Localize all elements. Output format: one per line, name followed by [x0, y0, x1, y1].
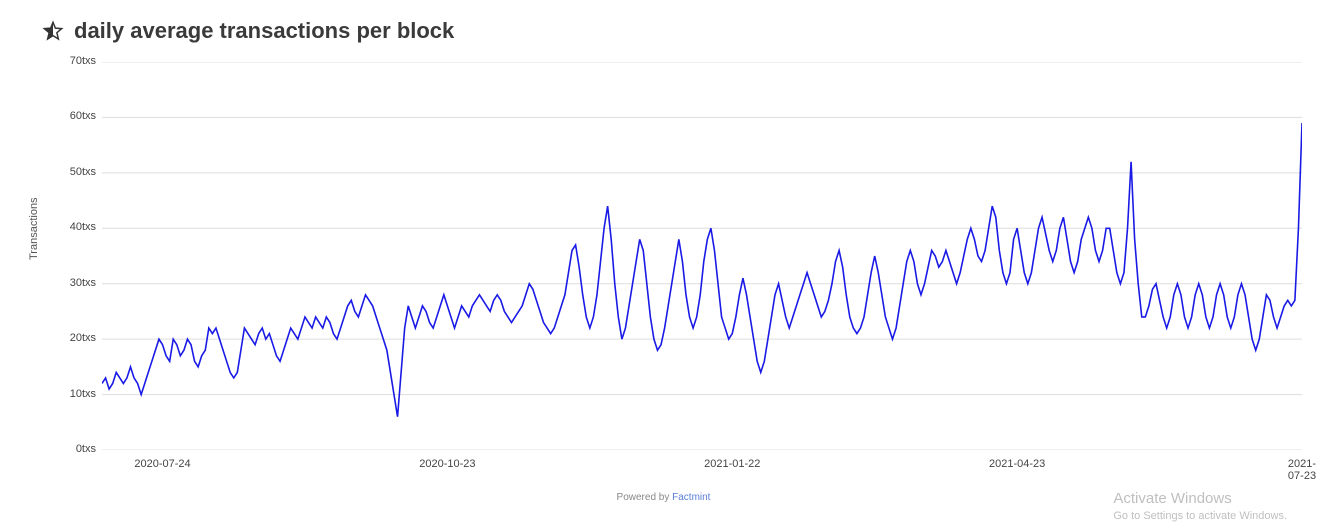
chart-card: daily average transactions per block Tra…: [0, 0, 1327, 531]
star-icon[interactable]: [42, 20, 64, 42]
y-tick-label: 30txs: [62, 277, 96, 289]
attribution-prefix: Powered by: [617, 492, 673, 503]
x-tick-label: 2020-10-23: [419, 458, 475, 470]
watermark-line2: Go to Settings to activate Windows.: [1113, 509, 1287, 523]
y-tick-label: 0txs: [62, 443, 96, 455]
x-tick-label: 2020-07-24: [134, 458, 190, 470]
y-tick-label: 50txs: [62, 166, 96, 178]
attribution-link[interactable]: Factmint: [672, 492, 710, 503]
y-tick-label: 70txs: [62, 55, 96, 67]
chart-title: daily average transactions per block: [74, 18, 454, 44]
x-tick-label: 2021-01-22: [704, 458, 760, 470]
y-axis-label: Transactions: [28, 197, 40, 260]
y-tick-label: 20txs: [62, 332, 96, 344]
y-tick-label: 10txs: [62, 388, 96, 400]
x-tick-label: 2021-07-23: [1288, 458, 1316, 482]
attribution: Powered by Factmint: [0, 492, 1327, 503]
chart-header: daily average transactions per block: [42, 18, 454, 44]
x-tick-label: 2021-04-23: [989, 458, 1045, 470]
y-tick-label: 60txs: [62, 110, 96, 122]
chart-plot: [102, 62, 1302, 450]
y-tick-label: 40txs: [62, 221, 96, 233]
